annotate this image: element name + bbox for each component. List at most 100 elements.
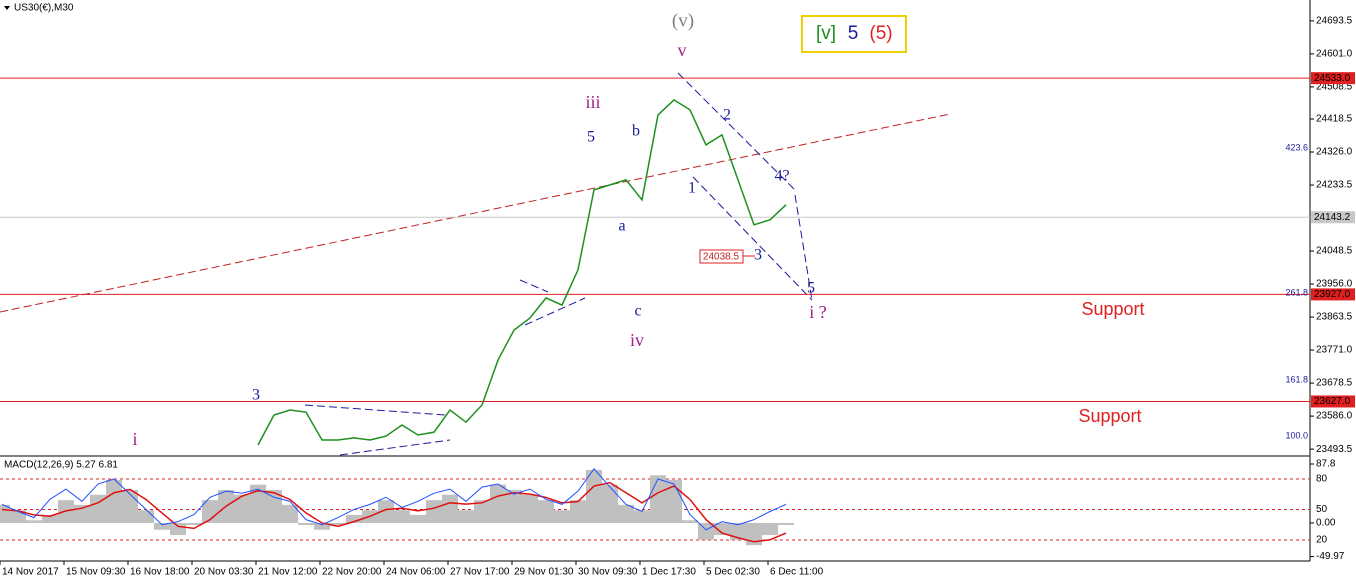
wave-label: iii — [585, 92, 600, 112]
histogram-bar — [474, 500, 490, 523]
histogram-bar — [298, 522, 314, 525]
x-tick-label: 6 Dec 11:00 — [770, 567, 824, 578]
wave-label: 2 — [723, 107, 731, 124]
wave-label: c — [634, 303, 641, 320]
x-tick-label: 24 Nov 06:00 — [386, 567, 446, 578]
histogram-bar — [202, 500, 218, 523]
level-label: 23927.0 — [1314, 289, 1351, 300]
histogram-bar — [746, 522, 762, 546]
wave-count: 5 — [848, 23, 859, 44]
histogram-bar — [682, 520, 698, 523]
histogram-bar — [26, 520, 42, 523]
histogram-bar — [586, 469, 602, 523]
wave-label: 3 — [754, 247, 762, 264]
y2-tick-label: 50 — [1316, 504, 1328, 515]
y-tick-label: 23863.5 — [1316, 312, 1353, 323]
y-tick-label: 24601.0 — [1316, 49, 1353, 60]
y-tick-label: 24508.5 — [1316, 82, 1353, 93]
histogram-bar — [378, 500, 394, 523]
wave-label: i — [132, 429, 137, 449]
trend-line — [0, 113, 951, 313]
level-tag — [1311, 211, 1355, 224]
annotations: (v) v iii 5 b a c iv 1 2 3 4? 5 i ? 3 i … — [132, 10, 1308, 449]
y-tick-label: 23678.5 — [1316, 378, 1353, 389]
indicator-title: MACD(12,26,9) 5.27 6.81 — [4, 460, 118, 471]
y2-tick-label: 20 — [1316, 535, 1328, 546]
wave-label: 3 — [252, 387, 260, 404]
x-tick-label: 15 Nov 09:30 — [66, 567, 126, 578]
menu-arrow[interactable] — [4, 6, 10, 10]
x-tick-label: 30 Nov 09:30 — [578, 567, 638, 578]
wave-label: iv — [630, 330, 644, 350]
fib-label: 100.0 — [1285, 430, 1308, 440]
histogram-bar — [154, 522, 170, 530]
histogram-bar — [506, 490, 522, 523]
histogram-bar — [522, 494, 538, 523]
wave-label: v — [678, 40, 687, 60]
histogram-bar — [346, 514, 362, 523]
histogram-bar — [538, 500, 554, 523]
fib-label: 423.6 — [1285, 142, 1308, 152]
wave-label: (v) — [672, 10, 694, 31]
histogram-bar — [762, 522, 778, 536]
histogram-bar — [634, 510, 650, 523]
level-label: 24143.2 — [1314, 212, 1351, 223]
histogram-bar — [426, 500, 442, 523]
support-label: Support — [1081, 299, 1144, 319]
x-tick-label: 22 Nov 20:00 — [322, 567, 382, 578]
wave-label: 4? — [774, 168, 789, 185]
histogram-bar — [730, 522, 746, 540]
wave-count: (5) — [869, 23, 892, 44]
wave-label: 5 — [807, 280, 815, 297]
histogram-bar — [234, 494, 250, 523]
histogram-bar — [570, 500, 586, 523]
wave-label: a — [618, 218, 625, 235]
x-tick-label: 21 Nov 12:00 — [258, 567, 318, 578]
histogram-bar — [330, 522, 346, 525]
wave-label: 1 — [688, 180, 696, 197]
signal-line — [1, 481, 787, 543]
wave-label: i ? — [809, 302, 827, 322]
histogram-bar — [394, 510, 410, 523]
histogram-bar — [490, 484, 506, 523]
y-tick-label: 0.00 — [1316, 518, 1336, 529]
fib-label: 261.8 — [1285, 287, 1308, 297]
y-tick-label: -49.97 — [1316, 551, 1345, 562]
symbol-header: US30(€),M30 — [14, 3, 74, 14]
wave-count-box — [801, 15, 907, 53]
histogram-bar — [442, 494, 458, 523]
wave-label: b — [632, 123, 640, 140]
level-label: 24533.0 — [1314, 73, 1351, 84]
y-tick-label: 24233.5 — [1316, 180, 1353, 191]
price-line — [257, 98, 787, 446]
level-tag — [1311, 395, 1355, 408]
y2-tick-label: 80 — [1316, 474, 1328, 485]
level-label: 23627.0 — [1314, 396, 1351, 407]
x-tick-label: 1 Dec 17:30 — [642, 567, 696, 578]
histogram-bar — [698, 522, 714, 540]
level-tag — [1311, 72, 1355, 85]
y-tick-label: 23586.0 — [1316, 411, 1353, 422]
histogram-bar — [122, 490, 138, 523]
x-tick-label: 14 Nov 2017 — [2, 567, 59, 578]
histogram-bar — [410, 514, 426, 523]
y-tick-label: 23493.5 — [1316, 444, 1353, 455]
histogram-bar — [42, 514, 58, 523]
support-label: Support — [1078, 406, 1141, 426]
price-tag: 24038.5 — [703, 252, 740, 263]
y-tick-label: 24326.0 — [1316, 147, 1353, 158]
histogram-bar — [282, 504, 298, 523]
y-tick-label: 23771.0 — [1316, 345, 1353, 356]
histogram-bar — [170, 522, 186, 536]
histogram-bar — [90, 494, 106, 523]
histogram-bar — [106, 479, 122, 523]
histogram-bar — [250, 484, 266, 523]
fib-label: 161.8 — [1285, 374, 1308, 384]
x-tick-label: 29 Nov 01:30 — [514, 567, 574, 578]
x-tick-label: 5 Dec 02:30 — [706, 567, 760, 578]
histogram-bar — [714, 522, 730, 536]
histogram-bar — [554, 510, 570, 523]
oscillator-line — [1, 467, 787, 531]
level-tag — [1311, 288, 1355, 301]
